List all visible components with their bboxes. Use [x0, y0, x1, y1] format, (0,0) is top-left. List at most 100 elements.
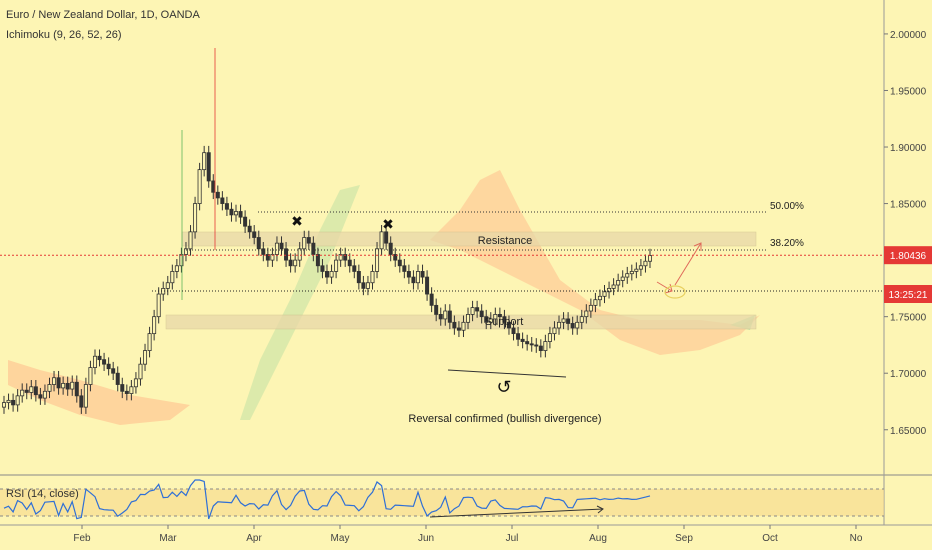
- candle-up: [6, 399, 11, 404]
- candle-up: [638, 265, 643, 270]
- candle-down: [265, 254, 270, 261]
- candle-down: [320, 265, 325, 272]
- candle-up: [165, 282, 170, 289]
- candle-down: [11, 399, 16, 406]
- candle-up: [375, 248, 380, 272]
- candle-up: [643, 260, 648, 267]
- candle-down: [106, 363, 111, 370]
- candle-up: [616, 280, 621, 286]
- candle-up: [547, 333, 552, 342]
- candle-up: [415, 271, 420, 284]
- candle-down: [402, 265, 407, 272]
- y-tick-label: 1.85000: [890, 200, 927, 211]
- candle-up: [625, 273, 630, 278]
- candle-down: [525, 341, 530, 345]
- candle-down: [534, 344, 539, 347]
- candle-down: [456, 327, 461, 331]
- candle-down: [33, 386, 38, 396]
- fib-382-label: 38.20%: [770, 238, 804, 249]
- candle-up: [152, 316, 157, 335]
- candle-down: [393, 254, 398, 261]
- candle-down: [452, 321, 457, 329]
- candle-up: [584, 310, 589, 318]
- x-tick-label: May: [331, 533, 350, 544]
- candle-down: [79, 395, 84, 408]
- candle-up: [338, 254, 343, 261]
- x-tick-label: Aug: [589, 533, 607, 544]
- candle-up: [470, 307, 475, 315]
- candle-down: [520, 338, 525, 342]
- y-tick-label: 2.00000: [890, 30, 927, 41]
- candle-up: [147, 333, 152, 351]
- candle-up: [579, 316, 584, 323]
- support-resistance-zones: [165, 231, 757, 330]
- candle-up: [334, 259, 339, 272]
- candle-down: [279, 242, 284, 250]
- candle-up: [602, 291, 607, 297]
- candle-down: [211, 180, 216, 193]
- x-tick-label: Jun: [418, 533, 434, 544]
- x-tick-label: No: [850, 533, 863, 544]
- rsi-title: RSI (14, close): [6, 488, 79, 500]
- candle-down: [347, 259, 352, 267]
- candle-up: [611, 284, 616, 289]
- candle-down: [120, 384, 125, 392]
- candle-up: [138, 363, 143, 380]
- candle-down: [229, 208, 234, 216]
- candle-up: [156, 293, 161, 318]
- candle-down: [570, 323, 575, 329]
- candle-down: [406, 271, 411, 278]
- resistance-label: Resistance: [478, 235, 532, 247]
- candle-down: [352, 265, 357, 272]
- candle-down: [247, 225, 252, 233]
- candle-down: [438, 314, 443, 320]
- candle-down: [420, 271, 425, 278]
- candle-down: [484, 316, 489, 323]
- candle-down: [38, 394, 43, 399]
- x-tick-label: Sep: [675, 533, 693, 544]
- candle-down: [306, 237, 311, 244]
- x-marker-icon: ✖: [291, 213, 303, 229]
- candle-down: [238, 211, 243, 218]
- candle-up: [61, 382, 66, 389]
- candle-up: [493, 314, 498, 320]
- cloud-segment-orange-2: [430, 170, 760, 355]
- rsi-band: [0, 489, 884, 516]
- x-tick-label: Apr: [246, 533, 262, 544]
- candle-down: [324, 271, 329, 278]
- reversal-icon: ↺: [496, 377, 511, 397]
- candle-up: [47, 384, 52, 392]
- candle-down: [475, 307, 480, 312]
- candle-down: [397, 259, 402, 267]
- candle-down: [506, 321, 511, 329]
- price-badge-label: 1.80436: [890, 251, 927, 262]
- candle-up: [629, 271, 634, 275]
- rsi-divergence-arrowhead: [596, 505, 604, 514]
- candle-down: [65, 382, 70, 390]
- candle-up: [302, 237, 307, 250]
- candle-down: [56, 377, 61, 389]
- x-tick-label: Feb: [73, 533, 91, 544]
- y-tick-label: 1.65000: [890, 426, 927, 437]
- candle-down: [24, 389, 29, 393]
- candle-up: [70, 381, 75, 390]
- candle-down: [511, 327, 516, 335]
- candle-up: [329, 271, 334, 278]
- candle-up: [129, 386, 134, 394]
- y-tick-label: 1.95000: [890, 86, 927, 97]
- x-tick-label: Mar: [159, 533, 177, 544]
- time-axis: Feb Mar Apr May Jun Jul Aug Sep Oct No: [0, 524, 932, 544]
- candle-down: [243, 216, 248, 227]
- candle-down: [411, 276, 416, 284]
- candle-down: [315, 254, 320, 267]
- candle-down: [215, 191, 220, 199]
- candle-down: [384, 231, 389, 244]
- candle-down: [220, 197, 225, 204]
- candle-down: [97, 355, 102, 361]
- candle-up: [365, 282, 370, 289]
- candle-up: [52, 377, 57, 385]
- projection-arrowhead-up: [693, 242, 702, 251]
- support-label: Support: [485, 316, 524, 328]
- x-tick-label: Oct: [762, 533, 778, 544]
